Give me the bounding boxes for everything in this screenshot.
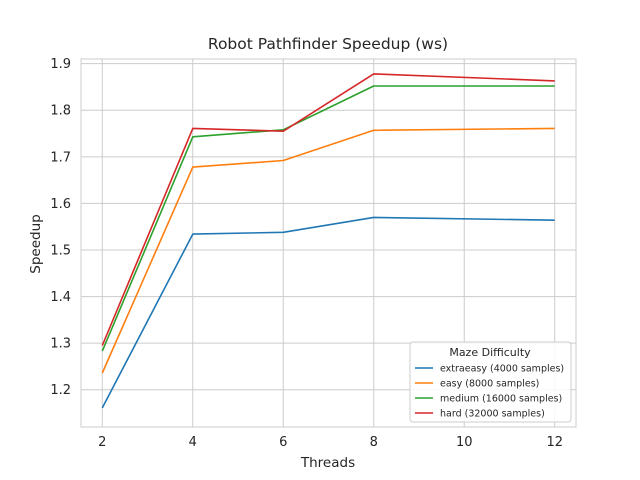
y-axis-label: Speedup: [28, 214, 44, 273]
y-tick-label: 1.6: [50, 197, 71, 212]
legend: Maze Difficulty extraeasy (4000 samples)…: [409, 341, 572, 423]
x-tick-label: 4: [189, 435, 197, 450]
y-tick-label: 1.2: [50, 383, 71, 398]
legend-box: [409, 341, 572, 423]
series-line-2: [101, 127, 555, 374]
x-tick-label: 10: [456, 435, 473, 450]
legend-label: medium (16000 samples): [440, 394, 562, 405]
y-tick-label: 1.3: [50, 337, 71, 352]
grid: [81, 59, 576, 427]
x-axis-label: Threads: [300, 455, 355, 471]
y-tick-label: 1.5: [50, 243, 71, 258]
x-tick-label: 6: [279, 435, 287, 450]
legend-entries: extraeasy (4000 samples) easy (8000 sampl…: [415, 364, 564, 420]
legend-label: easy (8000 samples): [440, 379, 539, 390]
legend-label: hard (32000 samples): [440, 409, 545, 420]
series-lines: [101, 73, 555, 409]
x-tick-label: 12: [546, 435, 563, 450]
x-tick-label: 8: [370, 435, 378, 450]
y-tick-labels: 1.2 1.3 1.4 1.5 1.6 1.7 1.8 1.9: [50, 57, 71, 398]
y-tick-label: 1.8: [50, 104, 71, 119]
x-tick-label: 2: [98, 435, 106, 450]
series-line-1: [101, 216, 555, 409]
x-tick-labels: 2 4 6 8 10 12: [98, 435, 563, 450]
y-tick-label: 1.9: [50, 57, 71, 72]
legend-label: extraeasy (4000 samples): [440, 364, 564, 375]
y-tick-label: 1.7: [50, 150, 71, 165]
series-line-3: [101, 85, 555, 352]
series-line-4: [101, 73, 555, 346]
legend-title: Maze Difficulty: [449, 346, 531, 359]
y-tick-label: 1.4: [50, 290, 71, 305]
chart-title: Robot Pathfinder Speedup (ws): [208, 35, 448, 53]
